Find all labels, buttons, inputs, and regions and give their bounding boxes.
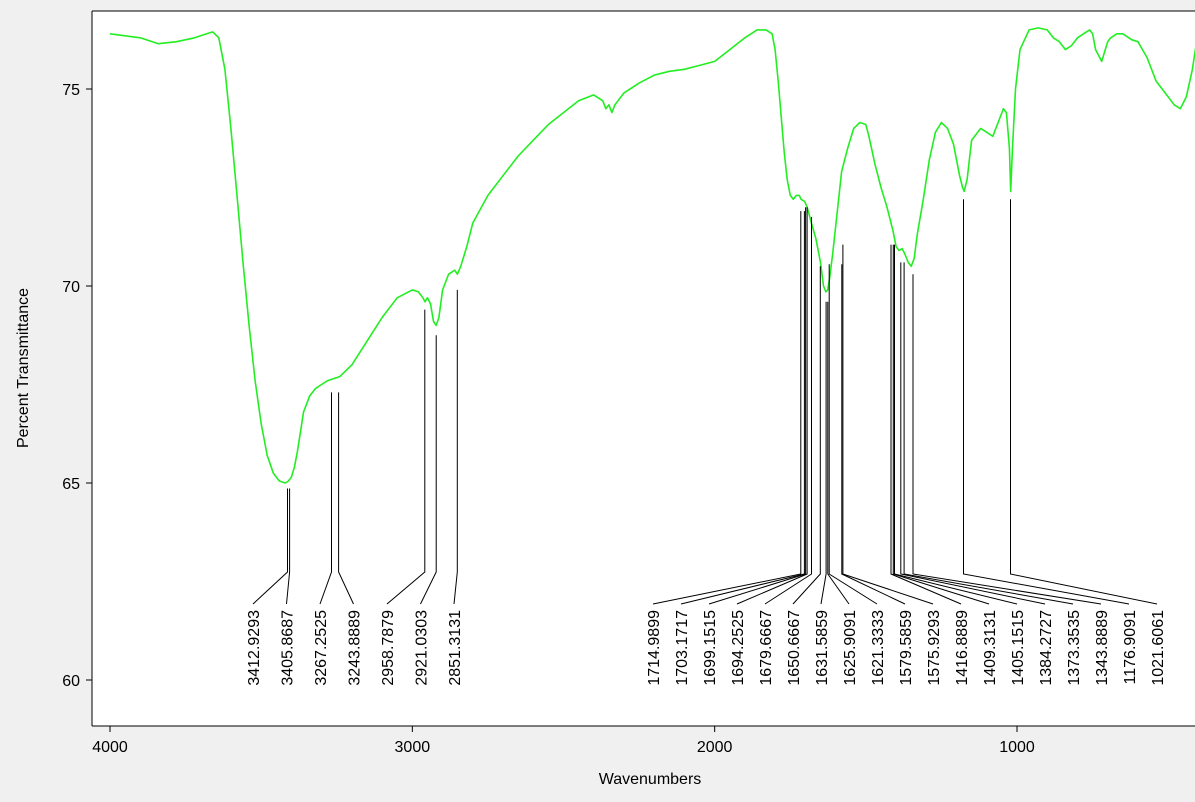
peak-marker	[286, 488, 291, 605]
peak-label: 3243.8889	[347, 610, 364, 686]
peak-label: 1021.6061	[1150, 610, 1167, 686]
x-tick-label: 2000	[697, 739, 733, 756]
peak-label: 1343.8889	[1094, 610, 1111, 686]
peak-label: 2851.3131	[447, 610, 464, 686]
peak-marker-layer: 3412.9293 3405.8687 3267.2525 3243.8889 2958…	[246, 199, 1167, 686]
peak-marker	[386, 309, 426, 605]
peak-marker	[892, 244, 990, 605]
peak-marker	[912, 274, 1102, 605]
peak-marker	[890, 244, 962, 605]
peak-label: 1405.1515	[1010, 610, 1027, 686]
peak-marker	[1010, 199, 1158, 605]
peak-marker	[827, 301, 850, 605]
peak-marker	[828, 264, 878, 605]
axis-layer: 4000 3000 2000 1000 60 65 70 75	[62, 82, 1035, 756]
peak-marker	[764, 217, 812, 605]
y-tick-label: 60	[62, 673, 80, 690]
peak-marker	[900, 262, 1046, 605]
y-axis-title: Percent Transmittance	[15, 288, 32, 448]
peak-label: 1625.9091	[842, 610, 859, 686]
peak-label: 1679.6667	[758, 610, 775, 686]
peak-label: 3267.2525	[313, 610, 330, 686]
y-tick-label: 75	[62, 82, 80, 99]
peak-label: 1650.6667	[786, 610, 803, 686]
y-tick-label: 65	[62, 476, 80, 493]
peak-marker	[652, 211, 802, 605]
peak-marker	[903, 262, 1074, 605]
spectrum-line	[109, 27, 1195, 484]
peak-marker	[453, 289, 458, 605]
peak-label: 1373.3535	[1066, 610, 1083, 686]
x-axis-title: Wavenumbers	[599, 771, 702, 788]
y-tick-label: 70	[62, 279, 80, 296]
plot-area	[92, 11, 1195, 726]
peak-marker	[842, 244, 934, 605]
peak-label: 1699.1515	[702, 610, 719, 686]
peak-label: 1703.1717	[674, 610, 691, 686]
peak-label: 1579.5859	[898, 610, 915, 686]
peak-label: 1409.3131	[982, 610, 999, 686]
peak-label: 2958.7879	[380, 610, 397, 686]
peak-label: 1631.5859	[814, 610, 831, 686]
peak-marker	[841, 264, 906, 605]
peak-marker	[708, 207, 807, 605]
x-tick-label: 4000	[92, 739, 128, 756]
peak-marker	[820, 301, 827, 605]
peak-marker	[420, 335, 437, 605]
peak-label: 1416.8889	[954, 610, 971, 686]
peak-marker	[736, 207, 808, 605]
peak-label: 1384.2727	[1038, 610, 1055, 686]
peak-label: 3412.9293	[246, 610, 263, 686]
peak-label: 3405.8687	[280, 610, 297, 686]
x-tick-label: 3000	[395, 739, 431, 756]
peak-label: 1714.9899	[646, 610, 663, 686]
peak-label: 2921.0303	[414, 610, 431, 686]
peak-label: 1575.9293	[926, 610, 943, 686]
peak-marker	[792, 266, 821, 605]
peak-marker	[319, 392, 332, 605]
peak-marker	[338, 392, 354, 605]
peak-marker	[894, 244, 1018, 605]
peak-marker	[252, 488, 288, 605]
peak-label: 1621.3333	[870, 610, 887, 686]
peak-label: 1694.2525	[730, 610, 747, 686]
spectrum-layer	[109, 27, 1195, 484]
peak-marker	[963, 199, 1130, 605]
peak-label: 1176.9091	[1122, 610, 1139, 685]
x-tick-label: 1000	[999, 739, 1035, 756]
